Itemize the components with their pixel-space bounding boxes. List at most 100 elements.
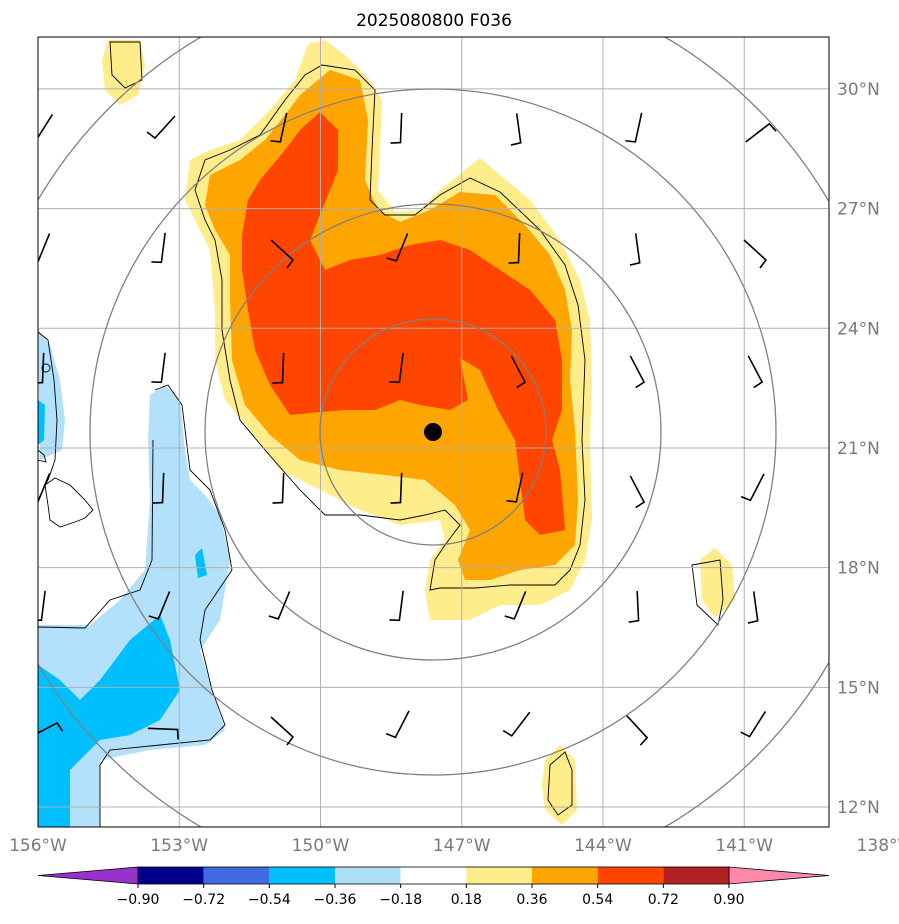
wind-barb-shaft xyxy=(389,590,404,622)
colorbar-tick-label: −0.18 xyxy=(379,892,422,908)
wind-barb-shaft xyxy=(628,590,640,623)
wind-barb xyxy=(389,352,404,384)
wind-barb-shaft xyxy=(272,352,285,384)
wind-barb-shaft xyxy=(508,232,521,264)
wind-barb xyxy=(385,710,410,739)
wind-barb xyxy=(38,352,45,384)
colorbar-frame xyxy=(137,866,730,885)
wind-barb xyxy=(629,475,646,509)
colorbar-band xyxy=(269,867,335,884)
shade-light-blue-west xyxy=(38,330,65,460)
wind-barb-shaft xyxy=(386,233,409,262)
wind-barb xyxy=(625,112,643,143)
wind-barb-shaft xyxy=(389,352,404,384)
shade-deep-blue-south xyxy=(38,615,180,827)
colorbar-tick-label: 0.18 xyxy=(451,892,482,908)
colorbar-extend-high xyxy=(728,866,830,885)
colorbar-tick-label: −0.36 xyxy=(314,892,357,908)
wind-barb-shaft xyxy=(390,112,403,144)
hawaii-islet-circle xyxy=(41,363,51,373)
wind-barb xyxy=(510,355,527,389)
lon-label: 153°W xyxy=(150,836,208,856)
wind-barb xyxy=(390,112,403,144)
wind-barb-shaft xyxy=(385,710,410,739)
wind-barb xyxy=(502,711,531,737)
wind-barb xyxy=(390,472,403,504)
hawaii-islet xyxy=(38,449,47,463)
range-ring-2 xyxy=(204,203,662,661)
wind-barb-shaft xyxy=(626,715,649,746)
wind-barb xyxy=(146,115,176,140)
map-frame xyxy=(37,36,830,828)
range-ring-3 xyxy=(89,88,777,776)
hawaii-island xyxy=(44,477,94,528)
wind-barb-shaft xyxy=(152,472,165,504)
wind-barb-shaft xyxy=(270,112,288,143)
wind-barb xyxy=(740,473,765,502)
lat-label: 21°N xyxy=(837,439,880,459)
negative-shading xyxy=(38,330,230,827)
wind-barb-shaft xyxy=(506,472,524,503)
wind-barb xyxy=(386,233,409,262)
wind-barb-shaft xyxy=(390,472,403,504)
wind-barb-shaft xyxy=(38,721,64,738)
colorbar-band xyxy=(597,867,664,884)
wind-barb xyxy=(272,472,285,504)
wind-barb xyxy=(270,716,295,746)
contour-main xyxy=(194,64,586,591)
wind-barb xyxy=(506,472,524,503)
lon-label: 138°W xyxy=(857,836,899,856)
wind-barb xyxy=(268,591,291,620)
figure-title: 2025080800 F036 xyxy=(356,11,512,31)
wind-barb xyxy=(270,239,295,269)
colorbar-tick-label: 0.90 xyxy=(713,892,744,908)
colorbar-tick-label: 0.54 xyxy=(582,892,613,908)
colorbar: −0.90 −0.72 −0.54 −0.36 −0.18 0.18 0.36 0.54 0.7… xyxy=(37,866,830,908)
shade-deep-blue-west xyxy=(38,400,45,445)
wind-barb xyxy=(629,355,646,389)
lat-label: 15°N xyxy=(837,678,880,698)
wind-barb-shaft xyxy=(151,352,166,384)
wind-barb xyxy=(272,352,285,384)
lat-label: 12°N xyxy=(837,798,880,818)
shade-yellow-south xyxy=(542,745,577,825)
wind-barb-shaft xyxy=(270,716,295,746)
wind-barb-shaft xyxy=(504,591,527,620)
wind-barb-shaft xyxy=(745,122,777,143)
colorbar-band xyxy=(466,867,532,884)
wind-barb xyxy=(743,239,768,269)
colorbar-tick-label: 0.72 xyxy=(648,892,679,908)
longitude-labels: 156°W 153°W 150°W 147°W 144°W 141°W 138°W xyxy=(9,836,899,856)
wind-barb xyxy=(151,232,166,264)
wind-barb-shaft xyxy=(268,591,291,620)
wind-barb-shaft xyxy=(740,473,765,502)
map-area xyxy=(38,37,829,827)
wind-barb-shaft xyxy=(38,352,45,384)
wind-barb xyxy=(740,711,767,738)
wind-barb-shaft xyxy=(147,727,179,740)
colorbar-band xyxy=(663,867,729,884)
wind-barb-shaft xyxy=(38,590,46,622)
wind-barb xyxy=(152,472,165,504)
lat-label: 27°N xyxy=(837,200,880,220)
contour-nw xyxy=(109,41,143,89)
wind-barb-shaft xyxy=(38,114,54,141)
lat-label: 18°N xyxy=(837,559,880,579)
wind-barb xyxy=(389,590,404,622)
lon-label: 147°W xyxy=(433,836,491,856)
wind-barb xyxy=(148,591,171,620)
wind-barb-shaft xyxy=(629,355,646,389)
colorbar-band xyxy=(335,867,401,884)
wind-barb xyxy=(147,727,179,740)
contour-east xyxy=(691,559,724,626)
lat-label: 30°N xyxy=(837,80,880,100)
wind-barb xyxy=(38,721,64,738)
wind-barb-shaft xyxy=(629,475,646,509)
contour-south-strip xyxy=(38,384,233,827)
wind-barb-shaft xyxy=(146,115,176,140)
wind-barb-shaft xyxy=(148,591,171,620)
wind-barb-shaft xyxy=(625,112,643,143)
wind-barb xyxy=(270,112,288,143)
wind-barb xyxy=(38,590,46,622)
